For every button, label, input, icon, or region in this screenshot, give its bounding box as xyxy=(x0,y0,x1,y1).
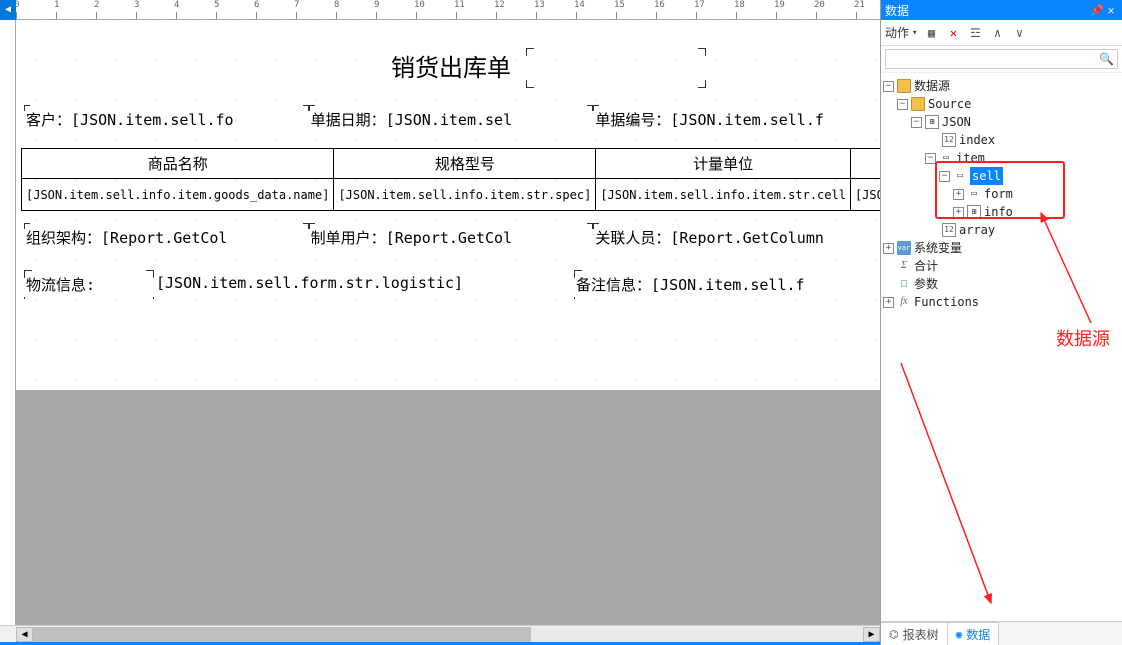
horizontal-scrollbar[interactable]: ◀ ▶ xyxy=(0,625,880,642)
edit-icon[interactable]: ☲ xyxy=(967,26,983,40)
org-cell[interactable]: 组织架构：[Report.GetCol xyxy=(24,223,309,252)
date-cell[interactable]: 单据日期：[JSON.item.sel xyxy=(309,105,594,134)
tab-report-tree[interactable]: ⌬报表树 xyxy=(881,622,948,645)
toggle-icon[interactable]: − xyxy=(883,81,894,92)
data-panel: 数据 📌 ✕ 动作▾ ▦ ✕ ☲ ∧ ∨ 🔍 −数据源 −Source −⊞JS… xyxy=(880,0,1122,645)
scroll-right-button[interactable]: ▶ xyxy=(863,627,880,642)
folder-icon: ▭ xyxy=(939,151,953,165)
table-header-row: 商品名称 规格型号 计量单位 仓库 xyxy=(22,149,881,179)
panel-toolbar: 动作▾ ▦ ✕ ☲ ∧ ∨ xyxy=(881,20,1122,46)
folder-icon: ▭ xyxy=(967,187,981,201)
database-icon xyxy=(911,97,925,111)
tree-icon: ⌬ xyxy=(889,628,899,641)
panel-header: 数据 📌 ✕ xyxy=(881,0,1122,20)
tree-node-form: +▭form xyxy=(883,185,1120,203)
tree-node-root: −数据源 xyxy=(883,77,1120,95)
database-icon xyxy=(897,79,911,93)
table-icon: ⊞ xyxy=(967,205,981,219)
toggle-icon[interactable]: − xyxy=(939,171,950,182)
tree-node-index: 12index xyxy=(883,131,1120,149)
logistic-label-cell[interactable]: 物流信息: xyxy=(24,270,154,299)
toggle-icon[interactable]: + xyxy=(953,189,964,200)
tree-node-func: +fxFunctions xyxy=(883,293,1120,311)
move-down-icon[interactable]: ∨ xyxy=(1011,26,1027,40)
field-icon: 12 xyxy=(942,223,956,237)
tree-node-sell: −▭sell xyxy=(883,167,1120,185)
tree-node-source: −Source xyxy=(883,95,1120,113)
field-icon: 12 xyxy=(942,133,956,147)
panel-title: 数据 xyxy=(885,2,909,19)
tree-node-sum: Σ合计 xyxy=(883,257,1120,275)
customer-cell[interactable]: 客户：[JSON.item.sell.fo xyxy=(24,105,309,134)
tree-node-param: □参数 xyxy=(883,275,1120,293)
search-icon[interactable]: 🔍 xyxy=(1099,52,1114,66)
tree-node-json: −⊞JSON xyxy=(883,113,1120,131)
close-icon[interactable]: ✕ xyxy=(1104,4,1118,17)
data-tree[interactable]: −数据源 −Source −⊞JSON 12index −▭item −▭sel… xyxy=(881,73,1122,621)
annotation-label: 数据源 xyxy=(1056,325,1110,351)
vertical-ruler[interactable] xyxy=(0,20,16,625)
param-icon: □ xyxy=(897,277,911,291)
toggle-icon[interactable]: − xyxy=(925,153,936,164)
scrollbar-track[interactable] xyxy=(33,627,863,642)
scroll-left-button[interactable]: ◀ xyxy=(16,627,33,642)
search-bar: 🔍 xyxy=(881,46,1122,73)
search-input[interactable] xyxy=(885,49,1118,69)
tree-node-item: −▭item xyxy=(883,149,1120,167)
scrollbar-thumb[interactable] xyxy=(33,627,531,642)
tree-node-sysvar: +var系统变量 xyxy=(883,239,1120,257)
designer-workspace: ◀ ▼ 销货出库单 客户：[JSON.item.sell.fo xyxy=(0,0,880,645)
data-icon: ◉ xyxy=(956,628,963,641)
function-icon: fx xyxy=(897,295,911,309)
logistic-expr-cell[interactable]: [JSON.item.sell.form.str.logistic] xyxy=(154,270,574,299)
sigma-icon: Σ xyxy=(897,259,911,273)
assoc-cell[interactable]: 关联人员：[Report.GetColumn xyxy=(593,223,878,252)
folder-icon: ▭ xyxy=(953,169,967,183)
actions-dropdown[interactable]: 动作 xyxy=(885,24,909,41)
toggle-icon[interactable]: + xyxy=(883,243,894,254)
tab-data[interactable]: ◉数据 xyxy=(948,622,1000,645)
report-title-box[interactable]: 销货出库单 xyxy=(16,20,880,103)
footer-row-2: 物流信息: [JSON.item.sell.form.str.logistic]… xyxy=(16,268,880,309)
footer-row-1: 组织架构：[Report.GetCol 制单用户：[Report.GetCol … xyxy=(16,215,880,268)
horizontal-ruler[interactable] xyxy=(16,0,880,20)
toggle-icon[interactable]: + xyxy=(883,297,894,308)
tree-node-array: 12array xyxy=(883,221,1120,239)
billno-cell[interactable]: 单据编号：[JSON.item.sell.f xyxy=(593,105,878,134)
data-table[interactable]: 商品名称 规格型号 计量单位 仓库 [JSON.item.sell.info.i… xyxy=(21,148,880,211)
table-icon: ⊞ xyxy=(925,115,939,129)
annotation-arrow-long xyxy=(881,353,1121,621)
toggle-icon[interactable]: − xyxy=(897,99,908,110)
toggle-icon[interactable]: − xyxy=(911,117,922,128)
pin-icon[interactable]: 📌 xyxy=(1090,4,1104,17)
panel-tabs: ⌬报表树 ◉数据 xyxy=(881,621,1122,645)
variable-icon: var xyxy=(897,241,911,255)
ruler-scroll-left[interactable]: ◀ xyxy=(0,0,16,20)
report-title: 销货出库单 xyxy=(391,54,511,82)
design-canvas[interactable]: 销货出库单 客户：[JSON.item.sell.fo 单据日期：[JSON.i… xyxy=(16,20,880,625)
table-data-row: [JSON.item.sell.info.item.goods_data.nam… xyxy=(22,179,881,211)
toggle-icon[interactable]: + xyxy=(953,207,964,218)
header-row: 客户：[JSON.item.sell.fo 单据日期：[JSON.item.se… xyxy=(16,103,880,148)
maker-cell[interactable]: 制单用户：[Report.GetCol xyxy=(309,223,594,252)
tree-node-info: +⊞info xyxy=(883,203,1120,221)
move-up-icon[interactable]: ∧ xyxy=(989,26,1005,40)
remark-cell[interactable]: 备注信息：[JSON.item.sell.f xyxy=(574,270,878,299)
delete-icon[interactable]: ✕ xyxy=(945,26,961,40)
new-datasource-icon[interactable]: ▦ xyxy=(923,26,939,40)
report-page[interactable]: 销货出库单 客户：[JSON.item.sell.fo 单据日期：[JSON.i… xyxy=(16,20,880,390)
